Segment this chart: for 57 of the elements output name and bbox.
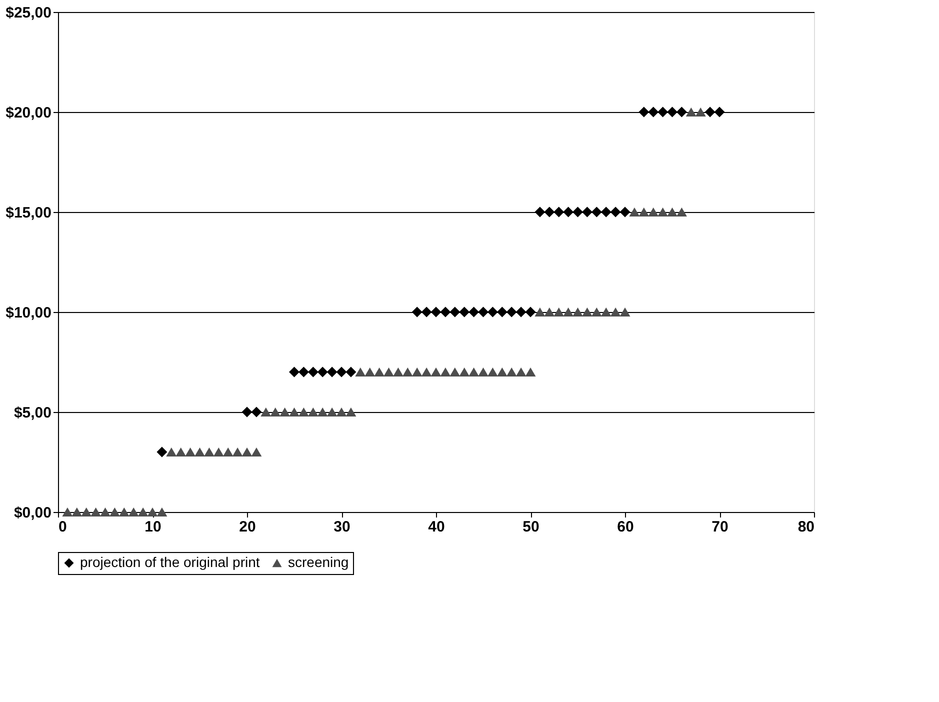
point — [572, 206, 583, 218]
point — [591, 206, 602, 218]
point — [298, 366, 309, 378]
point — [421, 306, 432, 318]
y-tick-label: $0,00 — [14, 504, 52, 522]
point — [658, 106, 668, 118]
point — [600, 206, 612, 218]
point — [468, 306, 480, 318]
point — [704, 106, 716, 118]
x-tick-label: 20 — [239, 518, 256, 536]
y-tick-label: $20,00 — [6, 104, 52, 122]
y-tick-label: $15,00 — [6, 204, 52, 222]
x-tick-label: 50 — [522, 518, 540, 536]
y-tick-label: $10,00 — [6, 304, 52, 322]
point — [336, 366, 347, 378]
point — [326, 366, 338, 378]
y-tick-label: $5,00 — [14, 404, 52, 422]
point — [496, 306, 508, 318]
x-tick-label: 60 — [617, 518, 634, 536]
point — [638, 106, 650, 118]
point — [478, 306, 488, 318]
x-tick-label: 10 — [144, 518, 162, 536]
x-tick-label: 30 — [334, 518, 350, 536]
point — [506, 306, 517, 318]
x-tick-label: 70 — [712, 518, 728, 536]
point — [346, 366, 356, 378]
point — [289, 366, 300, 378]
point — [620, 206, 630, 218]
point — [308, 366, 318, 378]
point — [440, 306, 451, 318]
legend-label: projection of the original print — [80, 554, 260, 570]
x-tick-label: 40 — [428, 518, 445, 536]
point — [242, 406, 252, 418]
point — [544, 206, 555, 218]
point — [563, 206, 574, 218]
point — [667, 106, 678, 118]
point — [554, 206, 564, 218]
point — [582, 206, 592, 218]
point — [487, 306, 498, 318]
point — [412, 306, 422, 318]
point — [516, 306, 526, 318]
point — [676, 106, 687, 118]
point — [459, 306, 470, 318]
point — [714, 106, 725, 118]
point — [430, 306, 442, 318]
point — [156, 446, 168, 458]
point — [648, 106, 659, 118]
point — [251, 406, 262, 418]
y-tick-label: $25,00 — [6, 4, 52, 22]
point — [317, 366, 328, 378]
point — [610, 206, 621, 218]
legend-label: screening — [288, 554, 349, 570]
x-tick-label: 0 — [58, 518, 67, 536]
x-tick-label: 80 — [798, 518, 814, 536]
point — [534, 206, 546, 218]
point — [525, 306, 536, 318]
point — [450, 306, 460, 318]
